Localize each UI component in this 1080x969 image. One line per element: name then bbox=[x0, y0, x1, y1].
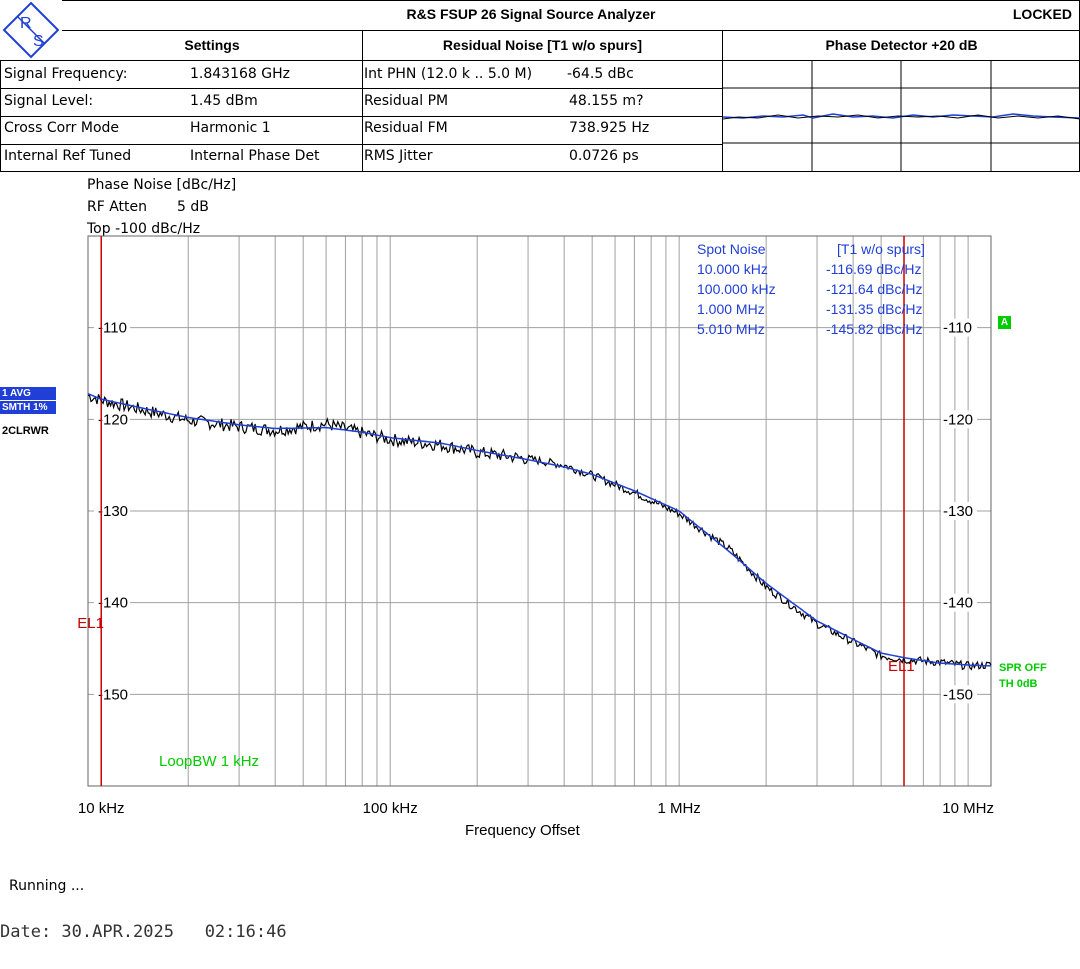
signal-frequency-label: Signal Frequency: bbox=[4, 66, 128, 82]
y-tick-label-left: -140 bbox=[98, 595, 128, 612]
y-tick-label-bg bbox=[941, 318, 977, 337]
y-tick-label-bg bbox=[94, 593, 130, 612]
residual-fm-value: 738.925 Hz bbox=[569, 120, 650, 136]
int-phn-label: Int PHN (12.0 k .. 5.0 M) bbox=[364, 66, 533, 82]
logo-letter-r: R bbox=[20, 15, 32, 32]
y-tick-label-left: -110 bbox=[98, 320, 127, 337]
residual-block: Int PHN (12.0 k .. 5.0 M) -64.5 dBc Resi… bbox=[362, 61, 722, 172]
trace-clrwr bbox=[87, 394, 992, 671]
residual-pm-label: Residual PM bbox=[364, 93, 449, 109]
spot-noise-header: Spot Noise [T1 w/o spurs] bbox=[696, 239, 946, 259]
divider bbox=[62, 30, 1080, 31]
y-tick-label-right: -120 bbox=[943, 411, 973, 428]
x-tick-label: 100 kHz bbox=[363, 800, 418, 817]
spot-freq: 1.000 MHz bbox=[697, 301, 765, 317]
threshold-tag: TH 0dB bbox=[999, 678, 1038, 690]
phase-detector-header: Phase Detector +20 dB bbox=[722, 31, 1080, 60]
signal-frequency-value: 1.843168 GHz bbox=[190, 66, 290, 82]
date-stamp: Date: 30.APR.2025 02:16:46 bbox=[0, 922, 287, 942]
spot-noise-row: 10.000 kHz -116.69 dBc/Hz bbox=[696, 259, 946, 279]
rms-jitter-label: RMS Jitter bbox=[364, 148, 433, 164]
x-tick-label: 10 kHz bbox=[78, 800, 125, 817]
spot-value: -116.69 dBc/Hz bbox=[826, 261, 922, 277]
y-tick-label-bg bbox=[94, 410, 130, 429]
y-tick-label-right: -130 bbox=[943, 503, 973, 520]
el1-limit-label: EL1 bbox=[77, 615, 104, 632]
y-tick-label-left: -150 bbox=[98, 686, 128, 703]
y-tick-label-right: -150 bbox=[943, 686, 973, 703]
signal-level-value: 1.45 dBm bbox=[190, 93, 258, 109]
settings-block: Signal Frequency: 1.843168 GHz Signal Le… bbox=[0, 61, 362, 172]
spot-value: -145.82 dBc/Hz bbox=[826, 321, 923, 337]
rf-atten-line: RF Atten 5 dB bbox=[87, 196, 236, 218]
y-tick-label-left: -130 bbox=[98, 503, 128, 520]
residual-pm-value: 48.155 m? bbox=[569, 93, 644, 109]
y-tick-label-bg bbox=[941, 685, 977, 704]
spur-off-tag: SPR OFF bbox=[999, 662, 1047, 674]
spot-noise-panel: Spot Noise [T1 w/o spurs] 10.000 kHz -11… bbox=[696, 239, 946, 339]
y-tick-label-left: -120 bbox=[98, 411, 128, 428]
spot-noise-row: 5.010 MHz -145.82 dBc/Hz bbox=[696, 319, 946, 339]
row-divider bbox=[0, 144, 722, 145]
top-line: Top -100 dBc/Hz bbox=[87, 221, 201, 237]
y-tick-label-bg bbox=[941, 410, 977, 429]
residual-fm-label: Residual FM bbox=[364, 120, 448, 136]
ref-tuned-value: Internal Phase Det bbox=[190, 148, 320, 164]
spot-noise-trace: [T1 w/o spurs] bbox=[837, 241, 925, 257]
rms-jitter-value: 0.0726 ps bbox=[569, 148, 639, 164]
y-tick-label-bg bbox=[94, 502, 130, 520]
plot-frame bbox=[87, 235, 992, 787]
trace-avg-smooth bbox=[87, 393, 992, 667]
unit-line: Phase Noise [dBc/Hz] bbox=[87, 177, 237, 193]
y-tick-label-bg bbox=[941, 593, 977, 612]
spot-value: -121.64 dBc/Hz bbox=[826, 281, 923, 297]
x-tick-label: 1 MHz bbox=[657, 800, 700, 817]
spot-freq: 100.000 kHz bbox=[697, 281, 776, 297]
y-tick-label-bg bbox=[941, 502, 977, 520]
window-title: R&S FSUP 26 Signal Source Analyzer bbox=[406, 6, 656, 22]
ref-tuned-label: Internal Ref Tuned bbox=[4, 148, 132, 164]
spot-freq: 5.010 MHz bbox=[697, 321, 765, 337]
int-phn-value: -64.5 dBc bbox=[567, 66, 634, 82]
rs-logo: R S bbox=[0, 0, 62, 60]
residual-header: Residual Noise [T1 w/o spurs] bbox=[362, 31, 722, 60]
row-divider bbox=[0, 88, 722, 89]
lock-status: LOCKED bbox=[1012, 6, 1072, 22]
x-axis-title: Frequency Offset bbox=[465, 822, 580, 839]
x-tick-label: 10 MHz bbox=[942, 800, 994, 817]
logo-letter-s: S bbox=[33, 33, 44, 50]
y-tick-label-bg bbox=[94, 685, 130, 704]
phase-noise-chart: -110 -110 -120 -120 -130 -130 -140 -140 -150 -150… bbox=[77, 235, 994, 817]
marker-a-tag: A bbox=[998, 316, 1011, 329]
loop-bw-label: LoopBW 1 kHz bbox=[159, 753, 260, 770]
y-tick-label-bg bbox=[94, 318, 130, 337]
trace2-clrwr-tag: 2CLRWR bbox=[2, 425, 49, 437]
divider bbox=[0, 60, 1080, 61]
y-tick-label-right: -140 bbox=[943, 595, 973, 612]
spot-noise-title: Spot Noise bbox=[697, 241, 766, 257]
row-divider bbox=[0, 116, 722, 117]
cross-corr-label: Cross Corr Mode bbox=[4, 120, 120, 136]
trace1-avg-tag: 1 AVG bbox=[0, 387, 56, 400]
rf-atten-value: 5 dB bbox=[177, 199, 209, 215]
signal-level-label: Signal Level: bbox=[4, 93, 94, 109]
settings-header: Settings bbox=[184, 37, 240, 53]
spot-freq: 10.000 kHz bbox=[697, 261, 768, 277]
spot-noise-row: 1.000 MHz -131.35 dBc/Hz bbox=[696, 299, 946, 319]
running-status: Running ... bbox=[9, 878, 85, 894]
trace1-smooth-tag: SMTH 1% bbox=[0, 401, 56, 414]
y-tick-label-right: -110 bbox=[943, 320, 972, 337]
cross-corr-value: Harmonic 1 bbox=[190, 120, 271, 136]
plot-info: Phase Noise [dBc/Hz] RF Atten 5 dB Top -1… bbox=[87, 174, 236, 240]
phase-detector-plot bbox=[722, 61, 1080, 172]
rf-atten-label: RF Atten bbox=[87, 199, 148, 215]
spot-value: -131.35 dBc/Hz bbox=[826, 301, 923, 317]
spot-noise-row: 100.000 kHz -121.64 dBc/Hz bbox=[696, 279, 946, 299]
